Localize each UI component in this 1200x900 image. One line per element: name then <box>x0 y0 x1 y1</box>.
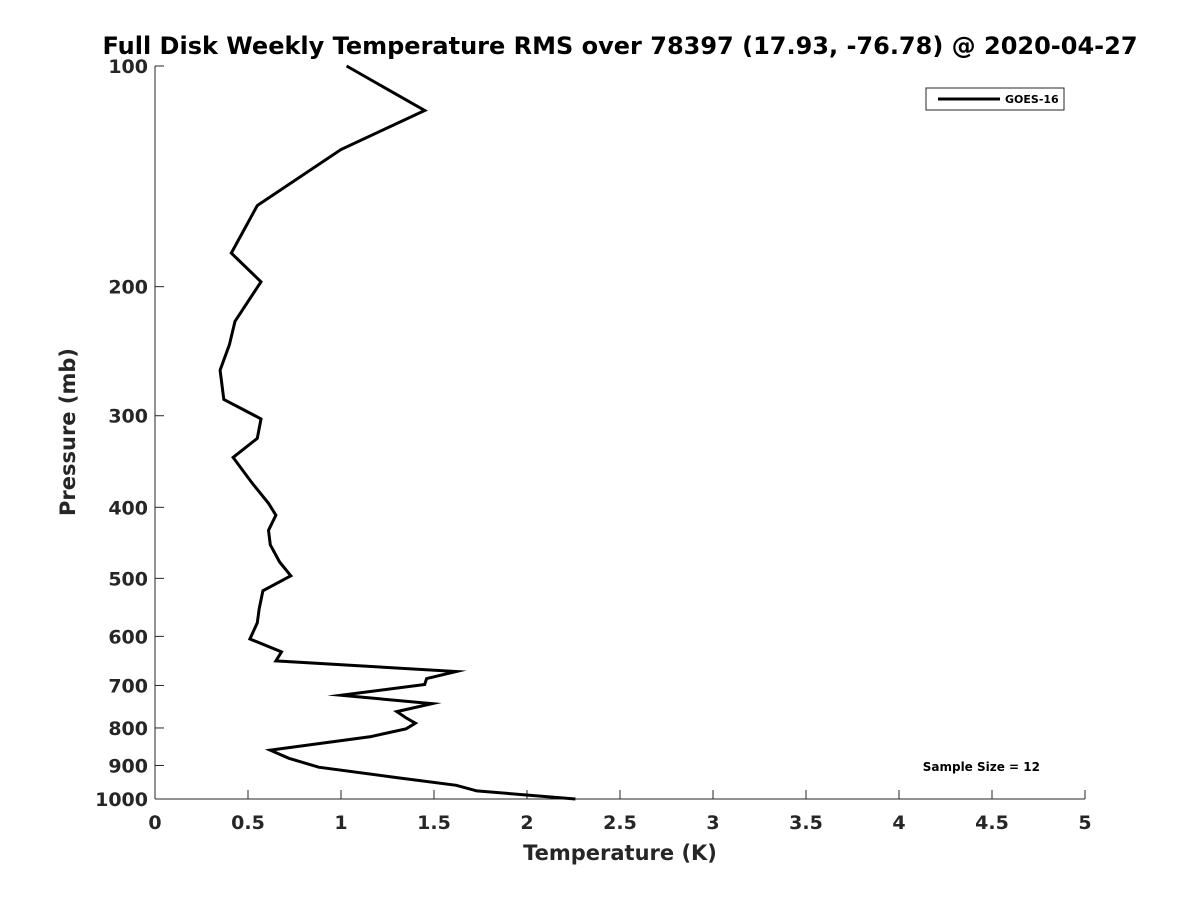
x-tick-label: 3 <box>706 812 719 834</box>
x-tick-label: 5 <box>1078 812 1091 834</box>
series-line-goes-16 <box>218 64 576 801</box>
y-tick-label: 700 <box>108 675 148 697</box>
y-tick-label: 1000 <box>95 789 148 811</box>
x-tick-label: 2 <box>520 812 533 834</box>
x-axis-label: Temperature (K) <box>523 841 717 865</box>
x-axis-ticks: 0 0.5 1 1.5 2 2.5 3 3.5 4 4.5 5 <box>148 790 1092 834</box>
series-group <box>218 64 576 801</box>
y-tick-label: 400 <box>108 497 148 519</box>
x-tick-label: 0 <box>148 812 161 834</box>
x-tick-label: 0.5 <box>231 812 265 834</box>
y-tick-label: 500 <box>108 568 148 590</box>
x-tick-label: 4.5 <box>975 812 1009 834</box>
axes-group <box>154 66 1085 800</box>
y-tick-label: 100 <box>108 56 148 78</box>
legend: GOES-16 <box>925 87 1065 111</box>
y-tick-label: 600 <box>108 626 148 648</box>
y-tick-label: 200 <box>108 277 148 299</box>
x-tick-label: 1.5 <box>417 812 451 834</box>
x-tick-label: 2.5 <box>603 812 637 834</box>
y-tick-label: 900 <box>108 755 148 777</box>
y-tick-label: 800 <box>108 718 148 740</box>
y-tick-label: 300 <box>108 406 148 428</box>
sample-size-annotation: Sample Size = 12 <box>923 760 1040 774</box>
x-tick-label: 4 <box>892 812 905 834</box>
x-tick-label: 3.5 <box>789 812 823 834</box>
chart-title: Full Disk Weekly Temperature RMS over 78… <box>102 32 1137 60</box>
y-axis-ticks: 100 200 300 400 500 600 700 800 900 1000 <box>95 56 164 811</box>
x-tick-label: 1 <box>334 812 347 834</box>
legend-label-goes-16: GOES-16 <box>1005 93 1059 106</box>
y-axis-label: Pressure (mb) <box>56 348 80 516</box>
